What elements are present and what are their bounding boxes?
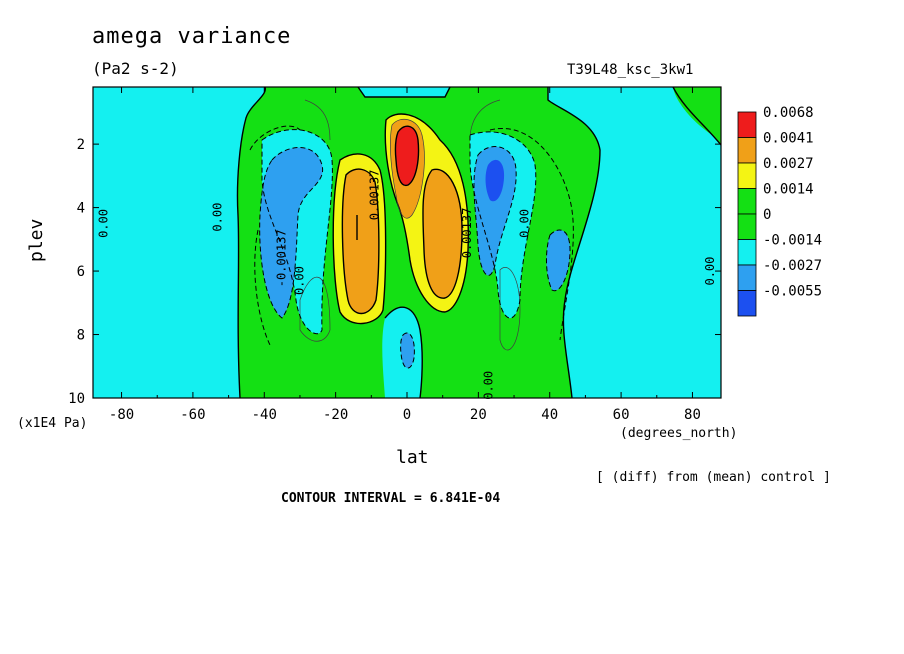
contour-line	[546, 229, 571, 292]
x-tick-label: 40	[541, 407, 558, 423]
x-tick-label: 20	[470, 407, 487, 423]
colorbar-swatch	[737, 111, 757, 138]
contour-fill-blue-right-lower	[546, 230, 570, 291]
chart-title: amega variance	[92, 24, 292, 49]
contour-lines-dashed	[249, 125, 574, 369]
x-tick-label: -40	[252, 407, 277, 423]
colorbar-label: 0.0027	[763, 156, 814, 172]
colorbar-label: -0.0014	[763, 233, 822, 249]
colorbar-label: 0.0041	[763, 131, 814, 147]
colorbar-swatch	[737, 188, 757, 215]
colorbar-swatch	[737, 239, 757, 266]
contour-line	[236, 87, 266, 398]
contour-line	[341, 168, 380, 315]
diff-note: [ (diff) from (mean) control ]	[596, 470, 831, 485]
contour-line	[299, 276, 331, 342]
x-axis: -80 -60 -40 -20 0 20 40 60 80	[109, 87, 701, 423]
contour-line	[499, 267, 521, 351]
contour-line	[384, 306, 423, 398]
contour-label: 0.00	[703, 257, 717, 286]
contour-line	[489, 128, 574, 341]
y-tick-label: 4	[77, 201, 85, 217]
contour-labels: 0.00 0.00 -0.00137 0.00 0.00137 0.00137 0.00 0.…	[96, 170, 717, 400]
y-tick-label: 2	[77, 137, 85, 153]
contour-label: 0.00	[293, 266, 307, 295]
colorbar-swatch	[737, 290, 757, 317]
x-tick-label: 0	[403, 407, 411, 423]
x-tick-label: -60	[180, 407, 205, 423]
x-axis-label: lat	[396, 447, 429, 468]
contour-label: 0.00	[96, 209, 110, 238]
contour-line	[400, 332, 415, 369]
contour-fill-red-center	[395, 126, 419, 186]
contour-label: -0.00137	[275, 229, 289, 287]
contour-line	[547, 87, 601, 398]
y-axis: 2 4 6 8 10	[68, 137, 721, 407]
run-label: T39L48_ksc_3kw1	[567, 62, 694, 78]
y-axis-label: plev	[26, 218, 47, 262]
pressure-units-label: (x1E4 Pa)	[17, 416, 88, 431]
plot-area	[93, 87, 721, 398]
y-tick-label: 8	[77, 328, 85, 344]
contour-line	[672, 87, 721, 146]
contour-fill-orange-right	[422, 169, 462, 299]
x-tick-label: 80	[684, 407, 701, 423]
contour-line	[469, 131, 537, 319]
contour-fill-blue-right	[473, 146, 517, 276]
colorbar-label: -0.0055	[763, 284, 822, 300]
contour-fill-orange-left	[342, 169, 379, 314]
contour-line	[261, 129, 333, 335]
contour-line	[473, 146, 517, 276]
colorbar-swatch	[737, 137, 757, 164]
contour-fill-darkblue-right	[485, 159, 505, 202]
colorbar-label: 0.0068	[763, 105, 814, 121]
contour-line	[357, 87, 451, 98]
contour-fill-right-cyan	[548, 87, 721, 398]
contour-label: 0.00	[482, 371, 496, 400]
contour-line	[249, 125, 301, 346]
contour-fill-blue-left	[259, 147, 323, 318]
chart-units: (Pa2 s-2)	[92, 59, 179, 78]
contour-line	[259, 147, 324, 319]
contour-label: 0.00	[517, 209, 531, 238]
contour-interval: CONTOUR INTERVAL = 6.841E-04	[281, 491, 501, 506]
contour-fill-top-cyan	[358, 87, 450, 97]
x-units-label: (degrees_north)	[620, 426, 738, 441]
colorbar-swatch	[737, 162, 757, 189]
colorbar-swatch	[737, 213, 757, 240]
contour-label: 0.00137	[460, 208, 474, 259]
contour-line	[332, 153, 387, 325]
colorbar: 0.0068 0.0041 0.0027 0.0014 0 -0.0014 -0.0027 -…	[737, 105, 822, 317]
contour-line	[390, 118, 425, 219]
contour-line	[394, 125, 420, 187]
x-tick-label: -20	[323, 407, 348, 423]
y-tick-label: 6	[77, 264, 85, 280]
colorbar-label: -0.0027	[763, 258, 822, 274]
colorbar-swatch	[737, 264, 757, 291]
x-tick-label: 60	[613, 407, 630, 423]
contour-label: 0.00	[210, 203, 224, 232]
x-tick-label: -80	[109, 407, 134, 423]
contour-fill-blue-bottom-center	[400, 332, 415, 369]
colorbar-label: 0.0014	[763, 182, 814, 198]
contour-fill-left-cyan	[93, 87, 266, 398]
y-tick-label: 10	[68, 391, 85, 407]
contour-label: 0.00137	[367, 170, 381, 221]
colorbar-label: 0	[763, 207, 771, 223]
contour-line	[422, 168, 463, 299]
